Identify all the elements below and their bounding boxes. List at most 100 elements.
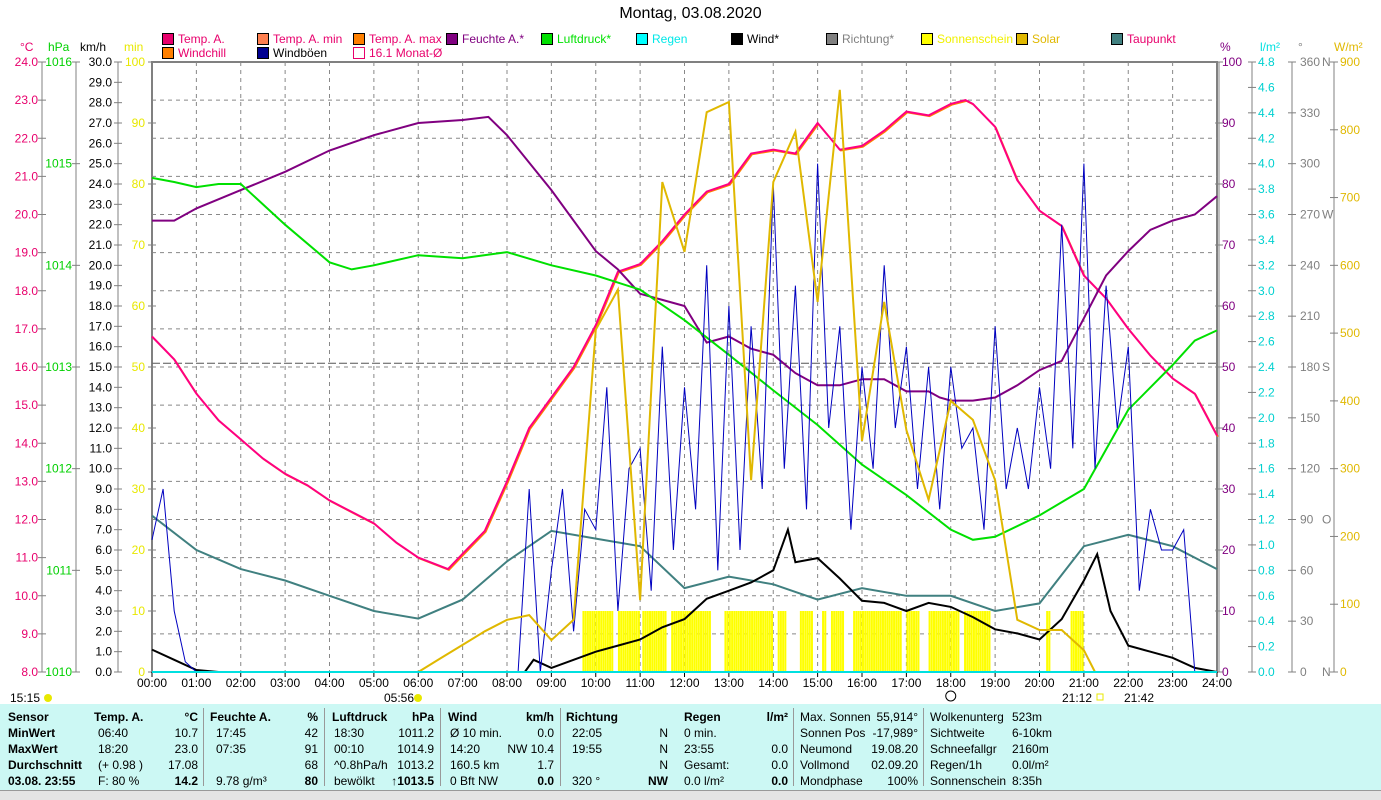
cell-temp-value: 17.08 [167,758,198,772]
legend-item: Temp. A. max [353,32,442,46]
axis-tick-label-wind: 26.0 [89,136,113,150]
sunshine-bar [782,611,785,672]
axis-tick-label-rain: 3.0 [1258,284,1275,298]
x-tick-label: 23:00 [1158,676,1188,690]
sunshine-bar [1079,611,1082,672]
cell-direction-value: NW [648,774,668,788]
marker-left-time: 15:15 [10,691,41,705]
legend-label: Temp. A. min [273,32,343,46]
legend-label: Richtung* [842,32,895,46]
axis-tick-label-rain: 1.8 [1258,436,1275,450]
sunshine-bar [888,611,891,672]
sunshine-bar [644,611,647,672]
axis-tick-label-direction: 60 [1300,563,1314,577]
sunshine-bar [684,611,687,672]
marker-sunset: 21:12 [1062,691,1093,705]
column-divider [203,708,204,786]
cell-temp-time: 18:20 [98,742,129,756]
sunshine-bar [728,611,731,672]
sunshine-bar [915,611,918,672]
sunshine-bar [748,611,751,672]
misc-label: Sichtweite [930,726,985,740]
sunshine-bar [759,611,762,672]
sunrise-icon [414,694,422,702]
sunshine-bar [755,611,758,672]
cell-direction-time: 320 ° [572,774,601,788]
axis-tick-label-wind: 0.0 [95,665,112,679]
legend-swatch [731,33,743,45]
sunshine-bar [744,611,747,672]
axis-tick-label-temp: 15.0 [15,398,39,412]
cell-wind-time: 0 Bft NW [450,774,499,788]
axis-tick-label-direction: 120 [1300,462,1320,476]
sunshine-bar [1081,611,1084,672]
cell-humidity-time: 9.78 g/m³ [216,774,267,788]
sunshine-bar [913,611,916,672]
axis-tick-label-rain: 2.0 [1258,411,1275,425]
axis-tick-label-temp: 19.0 [15,246,39,260]
legend-item: Windböen [257,46,327,60]
sun-label: Mondphase [800,774,863,788]
cell-humidity-value: 68 [304,758,318,772]
sunshine-bar [944,611,947,672]
sun-value: -17,989° [872,726,919,740]
column-divider [923,708,924,786]
sunshine-bar [764,611,767,672]
sunshine-bar [702,611,705,672]
cell-rain-value: 0.0 [771,742,788,756]
series-line-luftdruck- [151,176,1218,541]
marker-sunrise: 05:56 [384,691,415,705]
axis-tick-label-wind: 19.0 [89,279,113,293]
cell-rain-time: Gesamt: [684,758,730,772]
axis-tick-label-minutes: 40 [132,421,146,435]
axis-tick-label-wind: 13.0 [89,401,113,415]
sunshine-bar [771,611,774,672]
cell-temp-value: 14.2 [174,774,198,788]
legend-label: Solar [1032,32,1061,46]
sunshine-bar [906,611,909,672]
sunshine-bar [890,611,893,672]
x-tick-label: 01:00 [181,676,211,690]
cell-pressure-time: bewölkt [334,774,375,788]
x-tick-label: 13:00 [714,676,744,690]
axis-tick-label-wind: 28.0 [89,96,113,110]
axis-tick-label-wind: 20.0 [89,258,113,272]
x-tick-label: 15:00 [803,676,833,690]
axis-tick-label-humidity: 50 [1222,360,1236,374]
legend-swatch [1111,33,1123,45]
axis-tick-label-wind: 12.0 [89,421,113,435]
sunshine-bar [620,611,623,672]
axis-tick-label-rain: 0.0 [1258,665,1275,679]
axis-tick-label-humidity: 100 [1222,55,1242,69]
summary-table: Sensor Temp. A. °C Feuchte A.% Luftdruck hPa W… [0,704,1381,790]
sunshine-bar [708,611,711,672]
sunshine-bar [822,611,825,672]
axis-tick-label-rain: 2.6 [1258,335,1275,349]
x-tick-label: 11:00 [626,676,655,690]
sunshine-bar [606,611,609,672]
sunshine-bar [986,611,989,672]
sunshine-bar [649,611,651,672]
sunshine-bar [910,611,913,672]
sunshine-bar [662,611,665,672]
cell-temp-value: 10.7 [174,726,198,740]
sunshine-bar [597,611,600,672]
axis-tick-label-rain: 4.0 [1258,157,1275,171]
x-tick-label: 06:00 [403,676,433,690]
sunset-icon [1096,693,1104,701]
compass-label: O [1322,513,1331,527]
x-tick-label: 21:00 [1069,676,1099,690]
sunshine-bar [677,611,680,672]
axis-tick-label-wind: 5.0 [95,563,112,577]
cell-wind-value: NW 10.4 [507,742,554,756]
axis-tick-label-temp: 14.0 [15,436,39,450]
cell-humidity-time: 17:45 [216,726,247,740]
sunshine-bar [784,611,787,672]
cell-temp-time: (+ 0.98 ) [98,758,144,772]
axis-tick-label-humidity: 30 [1222,482,1236,496]
misc-label: Regen/1h [930,758,983,772]
sunshine-bar [935,611,938,672]
sun-value: 19.08.20 [871,742,918,756]
cell-temp-time: F: 80 % [98,774,140,788]
sunshine-bar [1075,611,1077,672]
